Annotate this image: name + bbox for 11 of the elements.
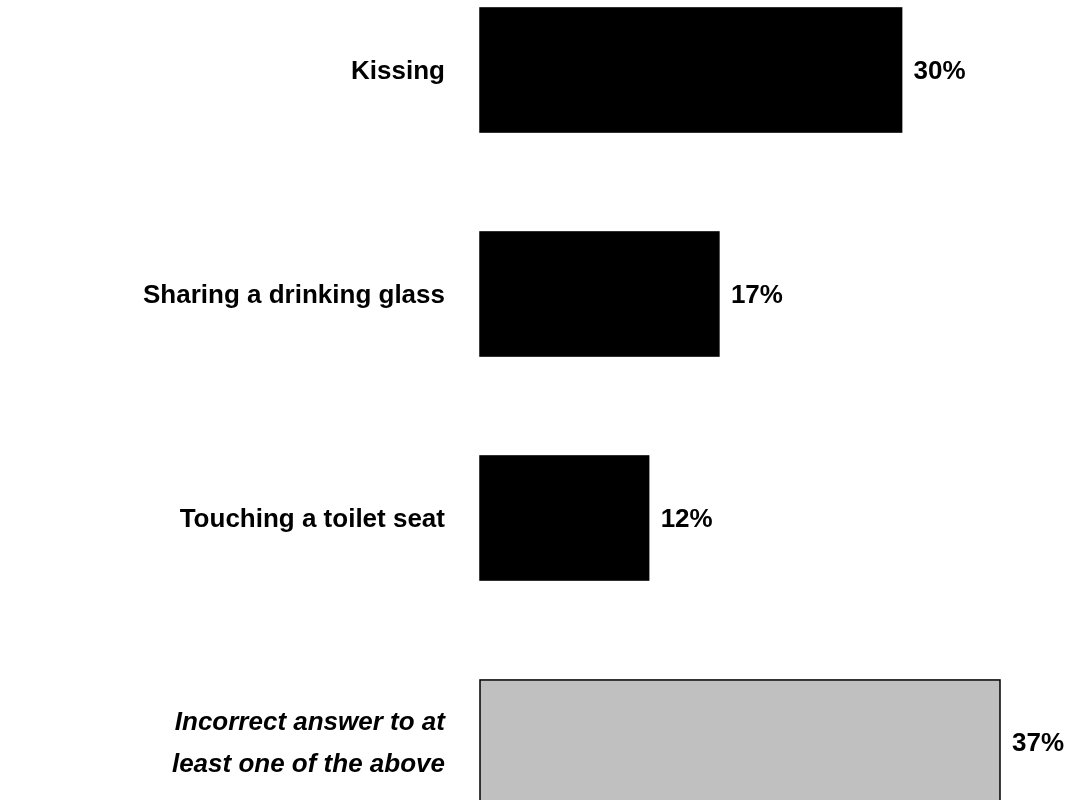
bar	[479, 231, 720, 357]
bar	[479, 7, 903, 133]
y-tick-label: Touching a toilet seat	[179, 503, 446, 533]
y-tick-label: Kissing	[351, 55, 445, 85]
y-tick-label: Sharing a drinking glass	[143, 279, 445, 309]
data-label: 12%	[660, 503, 713, 533]
data-label: 30%	[913, 55, 966, 85]
bar	[479, 455, 650, 581]
data-label: 17%	[730, 279, 783, 309]
data-label: 37%	[1012, 727, 1065, 757]
y-tick-label: Incorrect answer to at least one of the above	[171, 706, 447, 778]
